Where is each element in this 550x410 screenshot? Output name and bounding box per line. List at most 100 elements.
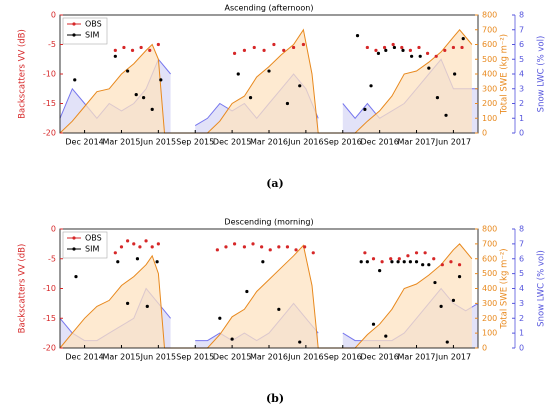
- point: [384, 334, 388, 338]
- y2-tick-label: 500: [482, 55, 497, 64]
- point: [408, 260, 412, 264]
- y2-tick-label: 200: [482, 99, 497, 108]
- point: [444, 113, 448, 117]
- legend-marker: [72, 33, 76, 37]
- point: [277, 307, 281, 311]
- point: [371, 322, 376, 326]
- y2-tick-label: 600: [482, 40, 497, 49]
- x-tick-label: Dec 2014: [65, 353, 103, 362]
- point: [145, 304, 149, 308]
- point: [298, 84, 302, 88]
- point: [418, 54, 422, 58]
- point: [126, 301, 130, 305]
- point: [132, 242, 136, 246]
- x-tick-label: Mar 2016: [250, 138, 288, 147]
- point: [389, 257, 393, 261]
- point: [285, 101, 290, 106]
- point: [148, 48, 152, 53]
- y3-tick-label: 1: [519, 329, 524, 338]
- chart-title: Ascending (afternoon): [225, 4, 314, 13]
- point: [122, 45, 126, 50]
- point: [451, 45, 456, 50]
- point: [245, 289, 249, 294]
- point: [267, 69, 271, 73]
- point: [224, 245, 228, 249]
- point: [260, 245, 264, 249]
- x-tick-label: Jun 2015: [140, 353, 176, 362]
- y2-tick-label: 100: [482, 329, 497, 338]
- point: [432, 257, 436, 261]
- legend-label: SIM: [85, 31, 99, 40]
- point: [440, 263, 444, 267]
- y-tick-label: -20: [43, 129, 56, 138]
- x-tick-label: Dec 2016: [360, 353, 398, 362]
- y3-tick-label: 7: [519, 25, 524, 34]
- point: [376, 51, 381, 55]
- x-tick-label: Mar 2017: [398, 138, 436, 147]
- point: [301, 42, 306, 47]
- point: [423, 251, 427, 255]
- point: [378, 269, 382, 273]
- point: [421, 263, 425, 267]
- y-tick-label: -5: [48, 40, 56, 49]
- y-tick-label: 0: [51, 11, 56, 20]
- y2-tick-label: 600: [482, 254, 497, 263]
- point: [134, 93, 138, 97]
- x-tick-label: Mar 2015: [102, 138, 140, 147]
- y3-tick-label: 6: [519, 40, 524, 49]
- point: [251, 242, 255, 246]
- area: [60, 29, 472, 133]
- x-tick-label: Sep 2016: [324, 353, 362, 362]
- point: [359, 260, 363, 264]
- axis-label: Snow LWC (% vol): [537, 36, 547, 113]
- y2-tick-label: 300: [482, 299, 497, 308]
- legend-box: [62, 231, 108, 259]
- y3-tick-label: 7: [519, 239, 524, 248]
- y2-tick-label: 100: [482, 114, 497, 123]
- point: [460, 45, 464, 50]
- axis-label: Backscatters VV (dB): [18, 244, 28, 334]
- point: [242, 48, 247, 53]
- point: [298, 340, 302, 344]
- point: [230, 337, 234, 341]
- point: [363, 107, 367, 111]
- y3-tick-label: 5: [519, 269, 524, 278]
- point: [294, 248, 298, 252]
- point: [126, 69, 130, 73]
- y3-tick-label: 8: [519, 11, 524, 20]
- point: [402, 260, 406, 264]
- point: [218, 316, 222, 320]
- y2-tick-label: 400: [482, 70, 497, 79]
- x-tick-label: Jun 2016: [287, 353, 323, 362]
- point: [396, 260, 400, 264]
- y-tick-label: -20: [43, 344, 56, 353]
- line: [59, 243, 473, 349]
- y3-tick-label: 2: [519, 314, 524, 323]
- point: [272, 42, 276, 47]
- y3-tick-label: 6: [519, 254, 524, 263]
- point: [262, 48, 266, 53]
- line: [59, 28, 473, 134]
- point: [433, 280, 437, 285]
- legend-box: [62, 17, 108, 45]
- y2-tick-label: 0: [482, 344, 487, 353]
- axis-label: Snow LWC (% vol): [537, 250, 547, 327]
- point: [445, 340, 449, 344]
- point: [435, 96, 440, 100]
- point: [303, 245, 307, 249]
- point: [427, 66, 431, 70]
- point: [113, 251, 117, 255]
- point: [406, 254, 410, 258]
- caption: (b): [266, 392, 284, 405]
- point: [142, 96, 146, 100]
- point: [363, 251, 367, 255]
- point: [371, 257, 376, 261]
- legend-label: OBS: [85, 20, 102, 29]
- point: [457, 275, 462, 279]
- x-tick-label: Dec 2015: [213, 353, 251, 362]
- point: [242, 245, 247, 249]
- legend-marker: [72, 236, 76, 240]
- y2-tick-label: 400: [482, 284, 497, 293]
- y2-tick-label: 200: [482, 314, 497, 323]
- point: [268, 248, 272, 252]
